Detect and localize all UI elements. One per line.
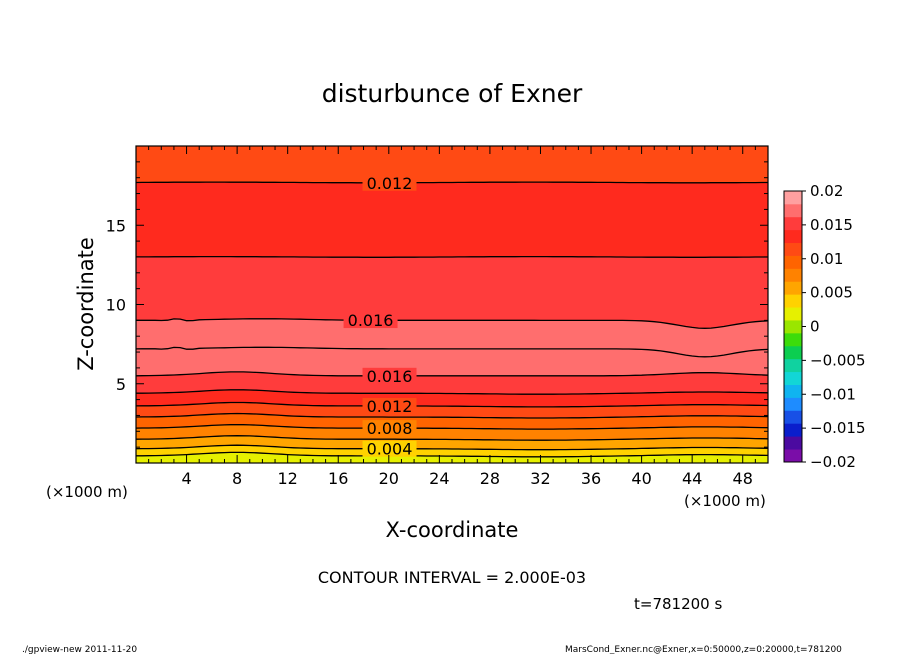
colorbar-swatch <box>784 242 802 256</box>
x-tick-label: 44 <box>682 469 702 488</box>
colorbar-swatch <box>784 345 802 360</box>
maximum-patch <box>563 350 574 354</box>
contour-band <box>136 182 768 258</box>
contour-line <box>135 346 769 358</box>
x-tick-label: 8 <box>232 469 242 488</box>
colorbar-swatch <box>784 320 802 334</box>
contour-label: 0.012 <box>367 174 413 193</box>
x-unit-label-left: (×1000 m) <box>46 483 128 501</box>
contour-line <box>136 451 769 458</box>
contour-band <box>136 347 768 376</box>
colorbar-tick-label: −0.02 <box>810 453 856 471</box>
x-tick-label: 40 <box>631 469 651 488</box>
plot-area <box>136 146 768 463</box>
contour-label: 0.008 <box>367 419 413 438</box>
colorbar-swatch <box>784 307 802 321</box>
contour-line <box>135 412 769 419</box>
contour-lines <box>135 181 769 458</box>
colorbar-tick-label: −0.015 <box>810 419 866 437</box>
y-tick-label: 5 <box>116 375 126 394</box>
contour-band <box>136 256 768 329</box>
colorbar-swatch <box>784 410 802 424</box>
contour-label-bg <box>362 367 417 384</box>
maximum-patch <box>138 344 164 357</box>
contour-label: 0.016 <box>348 311 394 330</box>
contour-band <box>136 371 768 395</box>
x-tick-label: 4 <box>181 469 191 488</box>
contour-label-bg <box>362 420 417 437</box>
contour-label: 0.004 <box>367 440 413 459</box>
y-tick-label: 15 <box>106 216 126 235</box>
colorbar-swatch <box>784 191 802 205</box>
x-tick-label: 36 <box>581 469 601 488</box>
colorbar-swatch <box>784 436 802 450</box>
y-tick-label: 10 <box>106 296 126 315</box>
time-text: t=781200 s <box>634 595 722 613</box>
colorbar-tick-label: −0.005 <box>810 351 866 369</box>
contour-line <box>135 435 769 441</box>
colorbar-tick-label: 0 <box>810 318 820 336</box>
contour-label-bg <box>362 440 417 457</box>
colorbar-swatch <box>784 294 802 308</box>
colorbar-tick-label: 0.01 <box>810 250 843 268</box>
colorbar-swatch <box>784 203 802 218</box>
contour-line <box>135 181 768 184</box>
contour-labels: 0.012 0.016 0.016 0.012 0.008 0.004 <box>343 174 417 459</box>
colorbar-swatch <box>784 423 802 437</box>
colorbar-swatch <box>784 216 802 231</box>
contour-line <box>135 371 769 377</box>
x-tick-label: 20 <box>379 469 399 488</box>
colorbar-swatch <box>784 397 802 411</box>
chart-title: disturbunce of Exner <box>322 79 583 108</box>
colorbar-tick-label: 0.015 <box>810 216 853 234</box>
footer-left-text: ./gpview-new 2011-11-20 <box>22 645 137 654</box>
contour-line <box>136 255 768 258</box>
x-unit-label-right: (×1000 m) <box>684 492 766 510</box>
x-tick-label: 28 <box>480 469 500 488</box>
contour-label: 0.016 <box>367 367 413 386</box>
x-tick-label: 24 <box>429 469 449 488</box>
x-tick-label: 48 <box>733 469 753 488</box>
colorbar-swatch <box>784 255 802 269</box>
contour-label-bg <box>362 397 417 414</box>
colorbar-swatch <box>784 229 802 244</box>
contour-line <box>135 423 769 430</box>
colorbar-swatch <box>784 281 802 295</box>
colorbar-swatch <box>784 268 802 282</box>
x-tick-label: 16 <box>328 469 348 488</box>
contour-label-bg <box>343 312 398 329</box>
contour-band <box>136 435 768 450</box>
x-axis-ticks: 4 8 12 16 20 24 28 32 36 40 44 48 <box>135 146 769 488</box>
colorbar-tick-label: 0.02 <box>810 182 843 200</box>
colorbar-swatch <box>784 358 802 373</box>
y-axis-title: Z-coordinate <box>74 237 98 371</box>
contour-label-bg <box>362 174 417 191</box>
colorbar: 0.02 0.015 0.01 0.005 0 −0.005 −0.01 −0.015 −0.0… <box>783 182 866 471</box>
x-axis-title: X-coordinate <box>386 518 519 542</box>
x-tick-label: 32 <box>530 469 550 488</box>
contour-line <box>136 318 769 329</box>
x-tick-label: 12 <box>278 469 298 488</box>
y-axis-ticks: 5 10 15 <box>106 145 768 464</box>
contour-label: 0.012 <box>367 397 413 416</box>
footer-right-text: MarsCond_Exner.nc@Exner,x=0:50000,z=0:20… <box>565 645 842 654</box>
contour-interval-text: CONTOUR INTERVAL = 2.000E-03 <box>318 568 586 587</box>
contour-band <box>136 146 768 183</box>
colorbar-swatch <box>784 384 802 398</box>
contour-line <box>135 401 769 408</box>
colorbar-swatch <box>784 371 802 385</box>
colorbar-tick-label: −0.01 <box>810 385 856 403</box>
contour-line <box>136 389 769 395</box>
colorbar-tick-label: 0.005 <box>810 284 853 302</box>
contour-line <box>135 444 769 451</box>
colorbar-swatch <box>784 449 802 463</box>
colorbar-swatch <box>784 332 802 347</box>
